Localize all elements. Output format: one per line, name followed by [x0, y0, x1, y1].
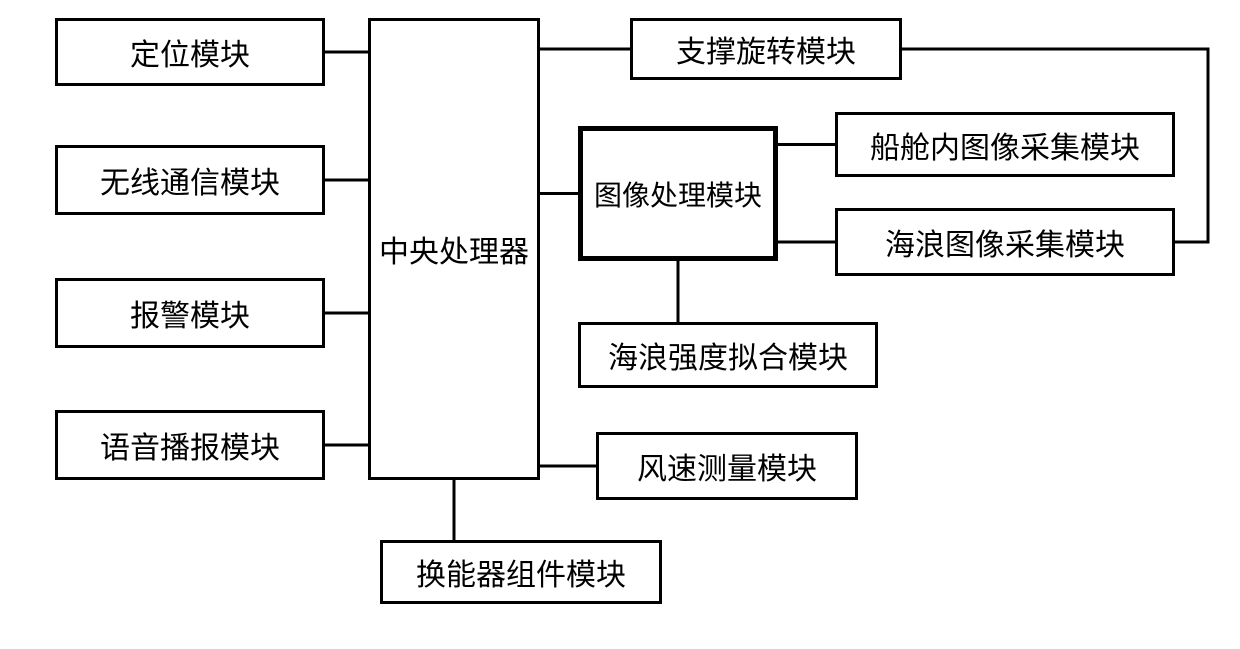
node-label: 支撑旋转模块	[676, 27, 856, 71]
node-label: 无线通信模块	[100, 158, 280, 202]
node-alarm: 报警模块	[55, 278, 325, 348]
node-label: 船舱内图像采集模块	[870, 123, 1140, 167]
node-rotation: 支撑旋转模块	[630, 18, 902, 80]
node-label: 海浪强度拟合模块	[608, 333, 848, 377]
node-imgproc: 图像处理模块	[578, 126, 778, 261]
node-label: 图像处理模块	[594, 174, 762, 214]
node-label: 换能器组件模块	[416, 550, 626, 594]
node-label: 报警模块	[130, 291, 250, 335]
node-wavefit: 海浪强度拟合模块	[578, 322, 878, 388]
node-label: 语音播报模块	[100, 423, 280, 467]
node-wireless: 无线通信模块	[55, 145, 325, 215]
node-voice: 语音播报模块	[55, 410, 325, 480]
node-label: 海浪图像采集模块	[885, 220, 1125, 264]
node-cpu: 中央处理器	[368, 18, 540, 480]
node-waveimg: 海浪图像采集模块	[835, 208, 1175, 276]
node-transducer: 换能器组件模块	[380, 540, 662, 604]
node-label: 中央处理器	[379, 227, 529, 271]
node-label: 风速测量模块	[637, 444, 817, 488]
node-label: 定位模块	[130, 30, 250, 74]
node-positioning: 定位模块	[55, 18, 325, 86]
node-windspeed: 风速测量模块	[596, 432, 858, 500]
node-cabinimg: 船舱内图像采集模块	[835, 112, 1175, 177]
